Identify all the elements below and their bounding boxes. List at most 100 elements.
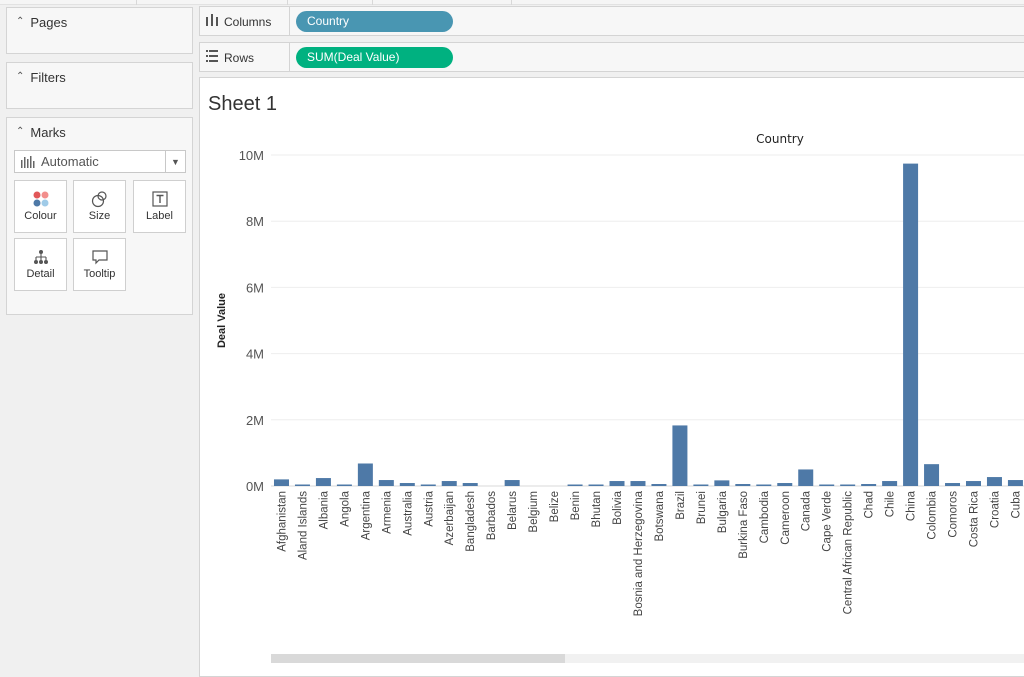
x-category-label: Armenia <box>381 490 393 533</box>
horizontal-scrollbar-thumb[interactable] <box>271 654 565 663</box>
bar-china <box>903 163 919 486</box>
mark-type-dropdown[interactable]: Automatic ▼ <box>14 150 186 173</box>
rows-shelf[interactable]: Rows SUM(Deal Value) <box>199 42 1024 72</box>
size-button[interactable]: Size <box>73 180 126 233</box>
pages-card[interactable]: ⌃ Pages <box>6 7 193 54</box>
pages-card-header[interactable]: ⌃ Pages <box>16 15 67 30</box>
sheet-title: Sheet 1 <box>208 93 277 115</box>
toolbar-divider <box>136 0 137 5</box>
colour-button[interactable]: Colour <box>14 180 67 233</box>
bar-brunei <box>693 484 709 486</box>
detail-hierarchy-icon <box>33 248 49 266</box>
x-category-label: Brunei <box>696 491 708 524</box>
chevron-up-icon[interactable]: ⌃ <box>16 71 25 82</box>
tooltip-button[interactable]: Tooltip <box>73 238 126 291</box>
y-tick-label: 2M <box>246 413 264 428</box>
bar-azerbaijan <box>441 481 457 486</box>
dropdown-arrow-icon[interactable]: ▼ <box>165 151 185 172</box>
size-icon <box>91 190 109 208</box>
x-category-label: Barbados <box>486 491 498 540</box>
x-category-label: Benin <box>570 491 582 520</box>
bar-bhutan <box>588 484 604 486</box>
x-category-label: Albania <box>318 490 330 529</box>
bar-central-african-republic <box>840 484 856 486</box>
x-category-label: Burkina Faso <box>738 491 750 559</box>
x-category-label: Angola <box>339 490 351 526</box>
y-tick-label: 6M <box>246 280 264 295</box>
bar-cambodia <box>756 484 772 486</box>
y-tick-label: 10M <box>239 148 264 163</box>
bar-armenia <box>378 480 394 486</box>
country-pill[interactable]: Country <box>296 11 453 32</box>
bar-benin <box>567 484 583 486</box>
label-button[interactable]: Label <box>133 180 186 233</box>
rows-label-text: Rows <box>224 50 255 65</box>
bar-croatia <box>986 477 1002 486</box>
x-category-label: Brazil <box>675 491 687 520</box>
label-button-label: Label <box>146 210 173 222</box>
x-category-label: Australia <box>402 490 414 535</box>
x-category-label: Cameroon <box>780 491 792 545</box>
x-category-label: Canada <box>801 490 813 531</box>
x-category-label: Colombia <box>927 490 939 539</box>
bar-colombia <box>924 464 940 486</box>
x-category-label: Croatia <box>989 490 1001 528</box>
bar-australia <box>399 483 415 486</box>
bar-bulgaria <box>714 480 730 486</box>
top-toolbar-strip <box>0 0 1024 5</box>
x-category-label: Bolivia <box>612 490 624 524</box>
bar-albania <box>315 478 331 486</box>
filters-card[interactable]: ⌃ Filters <box>6 62 193 109</box>
x-category-label: Botswana <box>654 490 666 541</box>
toolbar-divider <box>511 0 512 5</box>
columns-shelf[interactable]: Columns Country <box>199 6 1024 36</box>
shelf-divider <box>289 7 290 35</box>
bar-brazil <box>672 425 688 486</box>
chevron-up-icon[interactable]: ⌃ <box>16 126 25 137</box>
bar-aland-islands <box>294 484 310 486</box>
x-category-label: Chad <box>864 491 876 519</box>
y-tick-label: 8M <box>246 214 264 229</box>
horizontal-scrollbar-track[interactable] <box>271 654 1024 663</box>
x-category-label: Chile <box>885 491 897 517</box>
bar-austria <box>420 484 436 486</box>
detail-button[interactable]: Detail <box>14 238 67 291</box>
bar-canada <box>798 469 814 486</box>
chevron-up-icon[interactable]: ⌃ <box>16 16 25 27</box>
filters-card-header[interactable]: ⌃ Filters <box>16 70 66 85</box>
colour-button-label: Colour <box>24 210 57 222</box>
x-category-label: Bosnia and Herzegovina <box>633 490 645 616</box>
x-category-label: Afghanistan <box>276 491 288 552</box>
columns-label-text: Columns <box>224 14 272 29</box>
tooltip-button-label: Tooltip <box>83 268 116 280</box>
pages-card-title: Pages <box>30 15 68 30</box>
bar-bosnia-and-herzegovina <box>630 481 646 486</box>
x-category-label: Bulgaria <box>717 490 729 533</box>
marks-card-title: Marks <box>30 125 66 140</box>
bar-belarus <box>504 480 520 486</box>
mark-type-value: Automatic <box>41 154 99 169</box>
x-category-label: Cambodia <box>759 490 771 543</box>
y-axis-title: Deal Value <box>216 293 228 348</box>
toolbar-divider <box>287 0 288 5</box>
columns-shelf-label: Columns <box>206 14 271 29</box>
bar-chile <box>882 481 898 486</box>
bar-burkina-faso <box>735 484 751 486</box>
bar-chart: 0M 2M 4M 6M 8M 10M Deal Value Country Afghanista… <box>216 132 1024 616</box>
viz-canvas: Sheet 1 0M 2M 4M 6M 8M 10M Deal Value Country Af… <box>199 77 1024 677</box>
marks-card-header[interactable]: ⌃ Marks <box>16 125 66 140</box>
x-category-label: Bhutan <box>591 491 603 527</box>
bar-cuba <box>1007 480 1023 486</box>
filters-card-title: Filters <box>30 70 66 85</box>
text-label-icon <box>151 190 168 208</box>
x-category-label: Belgium <box>528 491 540 533</box>
y-tick-label: 4M <box>246 347 264 362</box>
x-category-label: Costa Rica <box>968 490 980 547</box>
bar-bangladesh <box>462 483 478 486</box>
x-category-label: Central African Republic <box>843 491 855 615</box>
rows-icon <box>206 50 218 65</box>
bar-comoros <box>945 483 961 486</box>
sum-deal-value-pill[interactable]: SUM(Deal Value) <box>296 47 453 68</box>
x-category-label: Aland Islands <box>297 491 309 560</box>
